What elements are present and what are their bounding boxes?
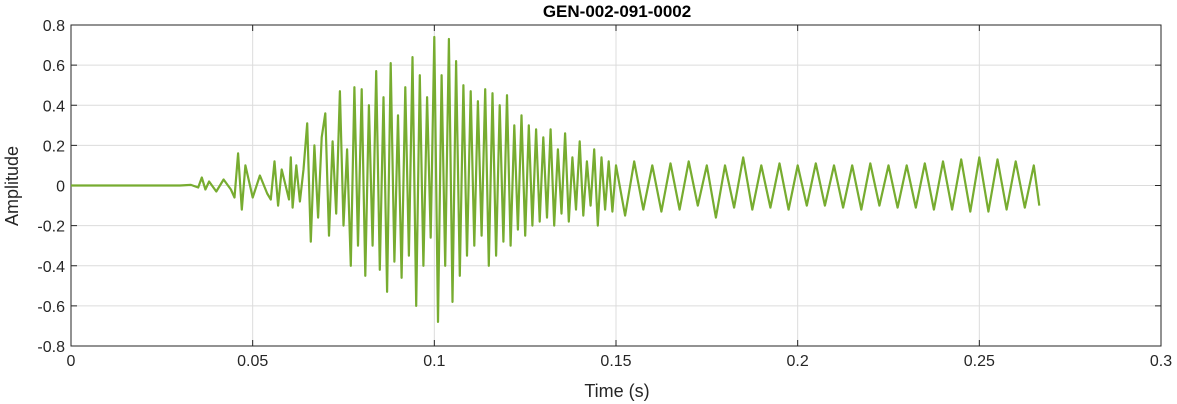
y-tick-label: -0.8 [37, 339, 65, 356]
x-tick-label: 0.05 [237, 353, 268, 370]
x-tick-labels: 0 0.05 0.1 0.15 0.2 0.25 0.3 [67, 353, 1173, 370]
chart-title: GEN-002-091-0002 [543, 2, 691, 21]
x-tick-label: 0.15 [600, 353, 631, 370]
y-tick-labels: -0.8 -0.6 -0.4 -0.2 0 0.2 0.4 0.6 0.8 [37, 18, 65, 356]
y-tick-label: -0.2 [37, 219, 65, 236]
tick-marks [70, 24, 1162, 347]
x-axis-label: Time (s) [584, 381, 649, 401]
x-tick-label: 0.2 [787, 353, 809, 370]
y-tick-label: 0.4 [43, 98, 65, 115]
y-tick-label: 0.2 [43, 138, 65, 155]
x-tick-label: 0.25 [964, 353, 995, 370]
series-line [71, 35, 1041, 323]
grid-lines [70, 24, 1162, 347]
y-tick-label: 0.6 [43, 58, 65, 75]
y-tick-label: 0 [56, 179, 65, 196]
x-tick-label: 0.3 [1150, 353, 1172, 370]
y-axis-label: Amplitude [2, 146, 22, 226]
y-tick-label: -0.6 [37, 299, 65, 316]
y-tick-label: -0.4 [37, 259, 65, 276]
x-tick-label: 0.1 [423, 353, 445, 370]
x-tick-label: 0 [67, 353, 76, 370]
y-tick-label: 0.8 [43, 18, 65, 35]
